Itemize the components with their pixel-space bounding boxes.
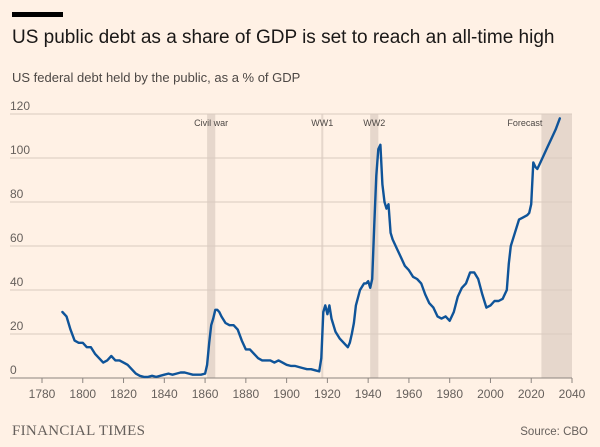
y-tick-label: 40 [10,275,24,289]
y-tick-label: 120 [10,99,30,113]
brand-topbar [12,12,63,17]
y-tick-label: 0 [10,363,17,377]
x-tick-label: 2040 [559,387,586,401]
x-tick-label: 1860 [192,387,219,401]
y-tick-label: 100 [10,143,30,157]
y-tick-label: 20 [10,319,24,333]
x-tick-label: 1900 [273,387,300,401]
y-tick-label: 60 [10,231,24,245]
x-tick-label: 1820 [110,387,137,401]
x-tick-label: 2020 [518,387,545,401]
series-line [61,117,561,379]
y-tick-label: 80 [10,187,24,201]
x-tick-label: 1780 [29,387,56,401]
source-note: Source: CBO [520,426,588,438]
chart-title: US public debt as a share of GDP is set … [12,27,555,48]
x-tick-label: 1920 [314,387,341,401]
x-tick-label: 2000 [477,387,504,401]
brand-wordmark: FINANCIAL TIMES [12,423,146,439]
x-tick-label: 1880 [232,387,259,401]
x-tick-label: 1980 [436,387,463,401]
annotation-label: Civil war [194,118,228,128]
x-tick-label: 1840 [151,387,178,401]
x-tick-label: 1960 [396,387,423,401]
x-tick-label: 1940 [355,387,382,401]
x-tick-label: 1800 [69,387,96,401]
annotation-label: WW2 [363,118,385,128]
annotation-label: Forecast [507,118,543,128]
annotation-label: WW1 [311,118,333,128]
chart-subtitle: US federal debt held by the public, as a… [12,70,301,85]
